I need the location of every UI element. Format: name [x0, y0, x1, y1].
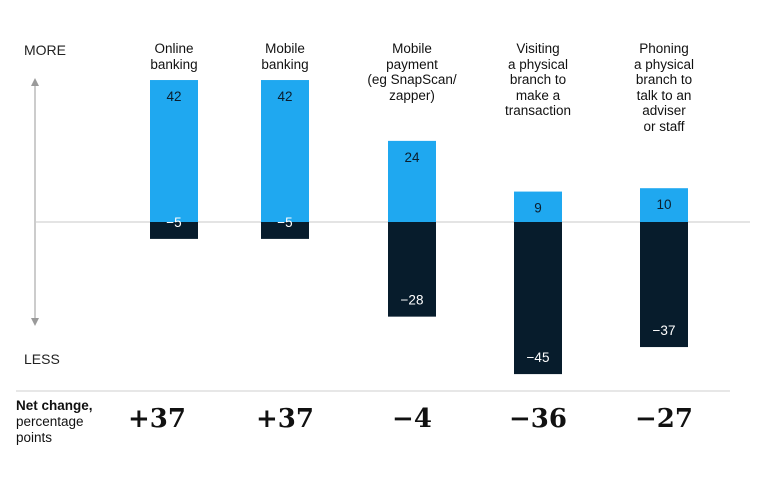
- data-label-less: −45: [527, 350, 550, 365]
- bar-less: [640, 222, 688, 348]
- category-label: Online banking: [150, 41, 198, 72]
- net-change-heading: Net change,: [16, 398, 93, 413]
- net-change-value: +37: [128, 404, 186, 434]
- category-label: Mobile banking: [261, 41, 309, 72]
- category-label: Mobile payment (eg SnapScan/ zapper): [367, 41, 457, 103]
- net-change-value: −4: [392, 404, 432, 434]
- category-label: Visiting a physical branch to make a tra…: [504, 41, 572, 118]
- more-axis-label: MORE: [24, 42, 66, 58]
- data-label-less: −37: [653, 323, 676, 338]
- bar-less: [388, 222, 436, 317]
- data-label-more: 42: [277, 89, 292, 104]
- bar-more: [261, 80, 309, 222]
- bar-more: [514, 191, 562, 222]
- net-change-subtitle-1: percentage: [16, 414, 84, 429]
- arrow-down-icon: [31, 318, 39, 326]
- category-label: Phoning a physical branch to talk to an …: [633, 41, 695, 134]
- net-change-value: −27: [635, 404, 693, 434]
- net-change-value: +37: [256, 404, 314, 434]
- data-label-more: 42: [166, 89, 181, 104]
- data-label-more: 10: [656, 197, 671, 212]
- data-label-more: 9: [534, 201, 542, 216]
- bar-less: [261, 222, 309, 239]
- data-label-more: 24: [404, 150, 420, 165]
- bar-more: [388, 140, 436, 222]
- net-change-title: Net change, percentage points: [16, 398, 93, 446]
- less-axis-label: LESS: [24, 351, 60, 367]
- data-label-less: −28: [401, 293, 424, 308]
- data-label-less: −5: [166, 215, 181, 230]
- net-change-value: −36: [509, 404, 567, 434]
- bar-more: [640, 188, 688, 222]
- arrow-up-icon: [31, 78, 39, 86]
- bar-less: [514, 222, 562, 375]
- data-label-less: −5: [277, 215, 292, 230]
- bar-less: [150, 222, 198, 239]
- net-change-subtitle-2: points: [16, 430, 53, 445]
- bar-more: [150, 80, 198, 222]
